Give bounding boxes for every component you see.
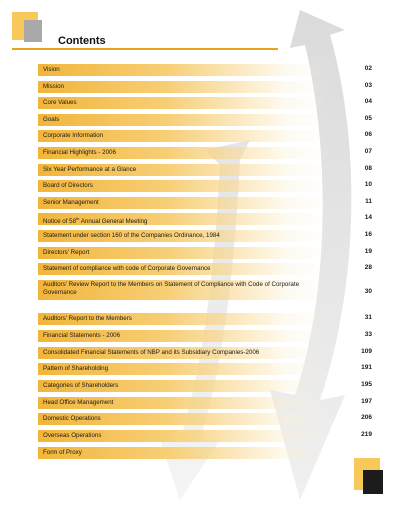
toc-bar bbox=[38, 180, 328, 192]
toc-bar bbox=[38, 280, 328, 300]
title-underline bbox=[12, 48, 278, 50]
toc-page-number: 06 bbox=[364, 131, 372, 138]
toc-label: Domestic Operations bbox=[43, 415, 101, 422]
toc-page-number: 197 bbox=[361, 398, 372, 405]
toc-page-number: 05 bbox=[364, 115, 372, 122]
toc-label: Financial Statements - 2006 bbox=[43, 332, 121, 339]
toc-bar bbox=[38, 230, 328, 242]
toc-label: Categories of Shareholders bbox=[43, 382, 119, 389]
toc-bar bbox=[38, 313, 328, 325]
toc-label: Goals bbox=[43, 116, 60, 123]
toc-bar bbox=[38, 347, 328, 359]
toc-bar bbox=[38, 213, 328, 225]
toc-label: Head Office Management bbox=[43, 399, 114, 406]
toc-label: Statement of compliance with code of Cor… bbox=[43, 265, 211, 272]
toc-page-number: 10 bbox=[364, 181, 372, 188]
toc-page-number: 02 bbox=[364, 65, 372, 72]
toc-page-number: 219 bbox=[361, 431, 372, 438]
toc-label: Six Year Performance at a Glance bbox=[43, 166, 137, 173]
toc-page-number: 11 bbox=[365, 198, 372, 205]
toc-page-number: 07 bbox=[364, 148, 372, 155]
toc-bar bbox=[38, 263, 328, 275]
toc-page-number: 04 bbox=[364, 98, 372, 105]
corner-square-black-bottom bbox=[363, 470, 383, 494]
toc-label: Overseas Operations bbox=[43, 432, 102, 439]
toc-page-number: 16 bbox=[364, 231, 372, 238]
toc-label: Directors' Report bbox=[43, 249, 90, 256]
toc-bar bbox=[38, 147, 328, 159]
toc-page-number: 191 bbox=[361, 364, 372, 371]
toc-bar bbox=[38, 114, 328, 126]
toc-bar bbox=[38, 130, 328, 142]
toc-label: Consolidated Financial Statements of NBP… bbox=[43, 349, 260, 356]
toc-label: Statement under section 160 of the Compa… bbox=[43, 232, 220, 239]
toc-label: Board of Directors bbox=[43, 182, 93, 189]
toc-bar bbox=[38, 380, 328, 392]
toc-page-number: 30 bbox=[364, 288, 372, 295]
toc-page-number: 03 bbox=[364, 82, 372, 89]
toc-page-number: 33 bbox=[364, 331, 372, 338]
toc-bar bbox=[38, 363, 328, 375]
toc-label: Financial Highlights - 2006 bbox=[43, 149, 116, 156]
toc-page-number: 08 bbox=[364, 165, 372, 172]
toc-page-number: 19 bbox=[364, 248, 372, 255]
toc-label: Core Values bbox=[43, 99, 77, 106]
toc-page-number: 28 bbox=[364, 264, 372, 271]
toc-label: Corporate Information bbox=[43, 132, 104, 139]
toc-bar bbox=[38, 164, 328, 176]
page-title: Contents bbox=[58, 35, 106, 47]
toc-label: Form of Proxy bbox=[43, 449, 82, 456]
toc-bar bbox=[38, 97, 328, 109]
toc-label: Auditors' Review Report to the Members o… bbox=[43, 281, 300, 296]
toc-bar bbox=[38, 430, 328, 442]
corner-square-grey bbox=[24, 20, 42, 42]
toc-page-number: 31 bbox=[364, 314, 372, 321]
toc-page-number: 206 bbox=[361, 414, 372, 421]
toc-page-number: 195 bbox=[361, 381, 372, 388]
toc-bar bbox=[38, 197, 328, 209]
toc-bar bbox=[38, 397, 328, 409]
toc-bar bbox=[38, 64, 328, 76]
toc-bar bbox=[38, 447, 328, 459]
toc-label: Senior Management bbox=[43, 199, 99, 206]
toc-label: Auditors' Report to the Members bbox=[43, 315, 132, 322]
toc-label: Vision bbox=[43, 66, 60, 73]
toc-bar bbox=[38, 247, 328, 259]
toc-label: Pattern of Shareholding bbox=[43, 365, 109, 372]
toc-bar bbox=[38, 413, 328, 425]
toc-bar bbox=[38, 330, 328, 342]
toc-label: Mission bbox=[43, 83, 64, 90]
toc-page-number: 109 bbox=[361, 348, 372, 355]
large-arrow-shape bbox=[270, 10, 352, 500]
toc-label: Notice of 58th Annual General Meeting bbox=[43, 216, 148, 226]
toc-page-number: 14 bbox=[364, 214, 372, 221]
toc-bar bbox=[38, 81, 328, 93]
